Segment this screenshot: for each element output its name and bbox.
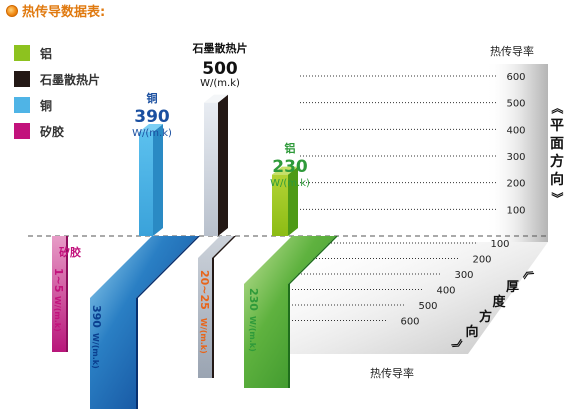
planar-unit-label: W/(m.k) [270, 178, 310, 189]
planar-tick-label: 600 [506, 72, 525, 83]
bars [52, 94, 338, 409]
thickness-unit-label: W/(m.k) [248, 316, 257, 352]
legend-item-aluminum: 铝 [14, 40, 100, 66]
planar-unit-label: W/(m.k) [200, 78, 240, 89]
chart-labels: 热传导率100200300400500600《平面方向》热传导率10020030… [52, 41, 565, 380]
planar-direction-char: 向 [550, 171, 564, 188]
thickness-tick-label: 100 [490, 239, 509, 250]
thickness-unit-label: W/(m.k) [199, 318, 208, 354]
bar-planar-graphite-front [204, 102, 218, 237]
thickness-unit-label: W/(m.k) [53, 296, 62, 332]
bar-thickness-graphite-front [198, 236, 234, 378]
legend-swatch-copper [14, 97, 30, 113]
thickness-tick-label: 400 [436, 286, 455, 297]
legend-label-aluminum: 铝 [40, 46, 53, 61]
planar-unit-label: W/(m.k) [132, 128, 172, 139]
thickness-axis-label: 热传导率 [370, 366, 414, 380]
planar-value-label: 390 [134, 107, 170, 127]
planar-tick-label: 100 [506, 205, 525, 216]
bar-thickness-silicone-side [66, 236, 68, 352]
legend-swatch-aluminum [14, 45, 30, 61]
thickness-value-label: 230 [247, 288, 260, 311]
thickness-floor [290, 242, 548, 354]
planar-direction-char: 》 [550, 192, 565, 204]
planar-series-name: 石墨散热片 [192, 41, 248, 55]
planar-tick-label: 300 [506, 152, 525, 163]
chart-planes [290, 64, 548, 354]
thickness-unit-label: W/(m.k) [91, 333, 100, 369]
planar-value-label: 500 [202, 59, 238, 79]
bar-thickness-graphite-side [212, 236, 236, 378]
legend: 铝 石墨散热片 铜 矽胶 [14, 40, 100, 144]
chart-title: 热传导数据表: [6, 1, 105, 20]
bar-planar-graphite-top [204, 94, 228, 103]
legend-item-copper: 铜 [14, 92, 100, 118]
gridlines [28, 75, 548, 321]
chart-title-text: 热传导数据表: [22, 5, 106, 20]
planar-direction-char: 平 [550, 118, 564, 134]
bar-planar-aluminum-front [272, 174, 288, 236]
legend-label-graphite: 石墨散热片 [40, 72, 101, 87]
thickness-direction-char: 方 [479, 309, 492, 325]
legend-label-silicone: 矽胶 [40, 124, 65, 139]
planar-tick-label: 500 [506, 99, 525, 110]
thickness-value-label: 390 [90, 305, 103, 328]
thickness-direction-char: 度 [492, 294, 506, 310]
bar-thickness-silicone-front [52, 236, 66, 352]
bar-planar-graphite-side [218, 94, 228, 237]
thickness-series-name: 矽胶 [59, 245, 81, 259]
bar-planar-copper-front [139, 132, 153, 236]
planar-back-wall [486, 64, 548, 242]
thickness-value-label: 20~25 [198, 270, 211, 310]
legend-item-graphite: 石墨散热片 [14, 66, 100, 92]
planar-tick-label: 400 [506, 125, 525, 136]
bar-planar-aluminum-side [288, 166, 298, 236]
planar-axis-label: 热传导率 [490, 44, 534, 58]
legend-item-silicone: 矽胶 [14, 118, 100, 144]
bar-thickness-aluminum-front [244, 236, 336, 388]
bar-planar-copper-side [153, 124, 163, 236]
planar-value-label: 230 [272, 157, 308, 177]
thickness-value-label: 1~5 [52, 268, 65, 293]
legend-label-copper: 铜 [40, 98, 53, 113]
legend-swatch-silicone [14, 123, 30, 139]
bullet-icon [6, 4, 18, 17]
legend-swatch-graphite [14, 71, 30, 87]
bar-planar-aluminum-top [272, 166, 298, 175]
planar-series-name: 铜 [146, 91, 158, 105]
bar-planar-copper-top [139, 124, 163, 132]
thickness-tick-label: 600 [400, 317, 419, 328]
planar-direction-char: 面 [550, 136, 564, 152]
thickness-tick-label: 200 [472, 255, 491, 266]
bar-thickness-copper-front [90, 236, 198, 409]
thickness-direction-char: 厚 [506, 279, 519, 295]
planar-direction-char: 方 [550, 153, 564, 170]
planar-direction-char: 《 [550, 102, 565, 114]
thickness-direction-char: 向 [465, 324, 478, 340]
planar-tick-label: 200 [506, 179, 525, 190]
thickness-tick-label: 300 [454, 270, 473, 281]
thickness-tick-label: 500 [418, 301, 437, 312]
planar-series-name: 铝 [285, 141, 296, 155]
